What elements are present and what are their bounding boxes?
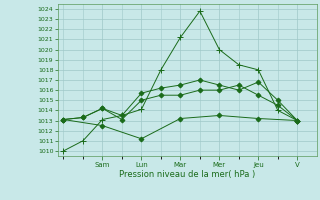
X-axis label: Pression niveau de la mer( hPa ): Pression niveau de la mer( hPa ) [119, 170, 255, 179]
